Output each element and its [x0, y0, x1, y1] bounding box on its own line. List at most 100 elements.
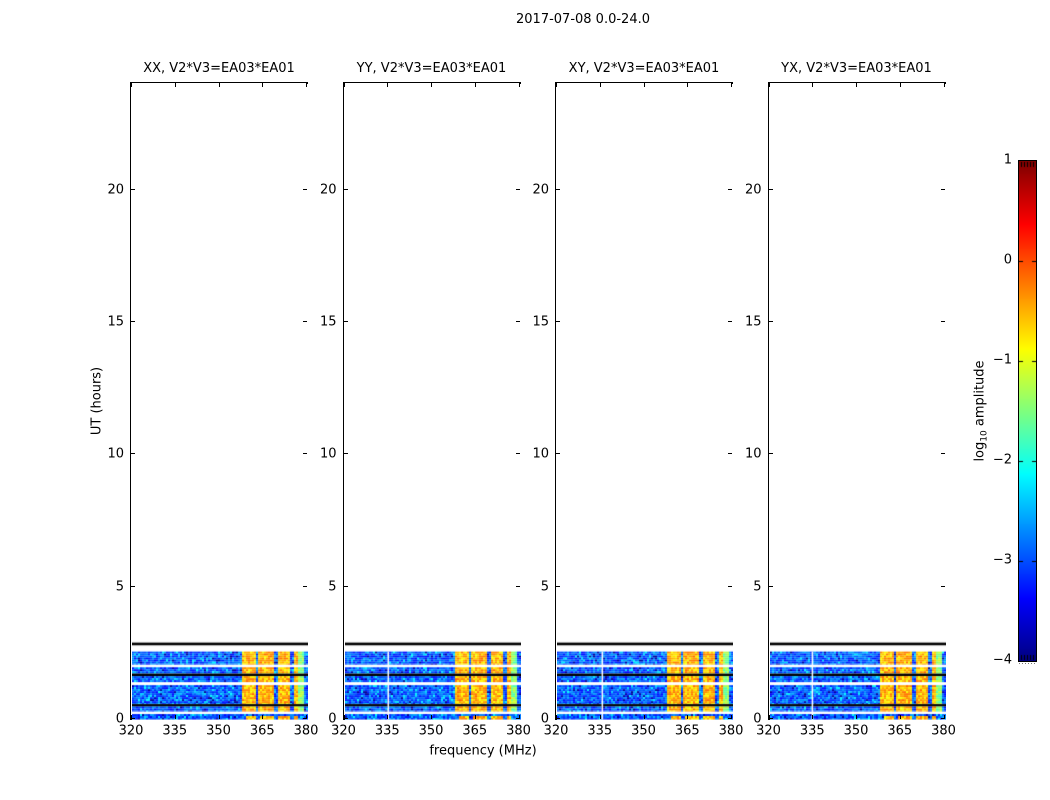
plot-frame: [342, 82, 521, 720]
y-tick-left: [131, 453, 135, 455]
y-tick-right: [515, 188, 520, 190]
x-tick-top: [218, 83, 220, 87]
x-tick-top: [768, 83, 770, 87]
x-tick-label: 365: [674, 723, 700, 739]
colorbar-tick-label: −2: [992, 452, 1012, 468]
y-tick-label: 5: [328, 579, 337, 595]
spectrogram-canvas-xx: [132, 84, 308, 720]
y-tick-label: 10: [319, 446, 337, 462]
colorbar-tick-label: 1: [1003, 152, 1012, 168]
y-tick-right: [940, 718, 945, 719]
y-tick-left: [768, 321, 773, 323]
subplot-title-yy: YY, V2*V3=EA03*EA01: [356, 61, 507, 76]
x-tick-top: [306, 83, 307, 87]
x-tick-top: [856, 83, 857, 87]
y-tick-left: [556, 718, 560, 719]
x-tick-bottom: [343, 715, 345, 719]
y-tick-label: 10: [532, 446, 549, 462]
x-tick-bottom: [218, 715, 220, 719]
colorbar-label-amplitude: amplitude: [972, 360, 988, 431]
y-tick-label: 20: [107, 182, 124, 198]
x-tick-label: 380: [293, 723, 319, 739]
plot-frame: [555, 82, 733, 720]
x-tick-bottom: [768, 715, 770, 719]
x-tick-top: [518, 83, 520, 87]
colorbar-gradient: [1019, 161, 1036, 661]
x-tick-bottom: [174, 715, 176, 719]
y-tick-left: [131, 585, 135, 587]
colorbar-tick-label: 0: [1003, 252, 1012, 268]
y-tick-left: [768, 188, 773, 190]
x-tick-label: 380: [931, 723, 956, 739]
y-tick-label: 0: [328, 711, 337, 727]
x-tick-bottom: [687, 715, 689, 719]
spectrogram-canvas-yx: [769, 84, 946, 720]
spectrogram-canvas-xy: [557, 84, 733, 720]
x-axis-label: frequency (MHz): [429, 743, 537, 759]
x-tick-bottom: [899, 715, 901, 719]
x-tick-bottom: [474, 715, 476, 719]
y-tick-label: 15: [532, 314, 549, 330]
colorbar-label-log: log: [972, 441, 988, 462]
colorbar-label: log10 amplitude: [973, 360, 990, 461]
x-tick-top: [343, 83, 345, 87]
x-tick-bottom: [599, 715, 601, 719]
colorbar-tick-label: −3: [992, 552, 1012, 568]
x-tick-label: 320: [118, 723, 144, 739]
x-tick-top: [387, 83, 389, 87]
x-tick-bottom: [643, 715, 645, 719]
y-tick-label: 20: [319, 182, 337, 198]
subplot-title-yx: YX, V2*V3=EA03*EA01: [781, 61, 932, 76]
x-tick-top: [899, 83, 901, 87]
x-tick-top: [556, 83, 557, 87]
y-tick-label: 5: [753, 579, 762, 595]
y-tick-label: 5: [540, 579, 549, 595]
subplot-xx: XX, V2*V3=EA03*EA01 320 335 350 365 380 0 5 10 15…: [107, 61, 318, 739]
y-tick-right: [940, 453, 945, 455]
x-tick-bottom: [518, 715, 520, 719]
x-tick-top: [174, 83, 176, 87]
y-tick-right: [515, 585, 520, 587]
y-tick-right: [303, 718, 307, 719]
y-tick-left: [768, 453, 773, 455]
y-tick-left: [343, 585, 348, 587]
y-tick-right: [728, 321, 732, 323]
y-tick-label: 0: [753, 711, 762, 727]
y-tick-right: [303, 321, 307, 323]
y-tick-right: [303, 585, 307, 587]
y-tick-right: [728, 585, 732, 587]
y-tick-right: [728, 188, 732, 190]
y-tick-left: [343, 321, 348, 323]
y-tick-left: [556, 188, 560, 190]
x-tick-label: 365: [249, 723, 275, 739]
subplot-yy: YY, V2*V3=EA03*EA01 320 335 350 365 380 0 5 10 15…: [320, 61, 531, 739]
y-tick-right: [303, 188, 307, 190]
y-tick-right: [515, 321, 520, 323]
x-tick-bottom: [731, 715, 732, 719]
subplot-title-xx: XX, V2*V3=EA03*EA01: [143, 61, 295, 76]
spectrogram-canvas-yy: [344, 84, 521, 720]
subplot-yx: YX, V2*V3=EA03*EA01 320 335 350 365 380 0 5 10 15…: [745, 61, 956, 739]
y-tick-left: [131, 188, 135, 190]
x-tick-label: 335: [587, 723, 613, 739]
y-tick-left: [556, 585, 560, 587]
x-tick-top: [731, 83, 732, 87]
x-tick-top: [643, 83, 645, 87]
y-tick-label: 15: [319, 314, 337, 330]
x-tick-label: 365: [462, 723, 488, 739]
x-tick-label: 350: [206, 723, 231, 739]
x-tick-top: [687, 83, 689, 87]
x-tick-label: 335: [799, 723, 825, 739]
y-tick-label: 20: [744, 182, 762, 198]
y-tick-left: [131, 718, 135, 719]
x-tick-top: [943, 83, 945, 87]
y-tick-label: 10: [107, 446, 124, 462]
y-tick-right: [515, 453, 520, 455]
y-tick-right: [940, 188, 945, 190]
x-tick-bottom: [306, 715, 307, 719]
x-tick-label: 350: [418, 723, 444, 739]
x-tick-bottom: [812, 715, 814, 719]
y-tick-label: 10: [744, 446, 762, 462]
x-tick-bottom: [943, 715, 945, 719]
